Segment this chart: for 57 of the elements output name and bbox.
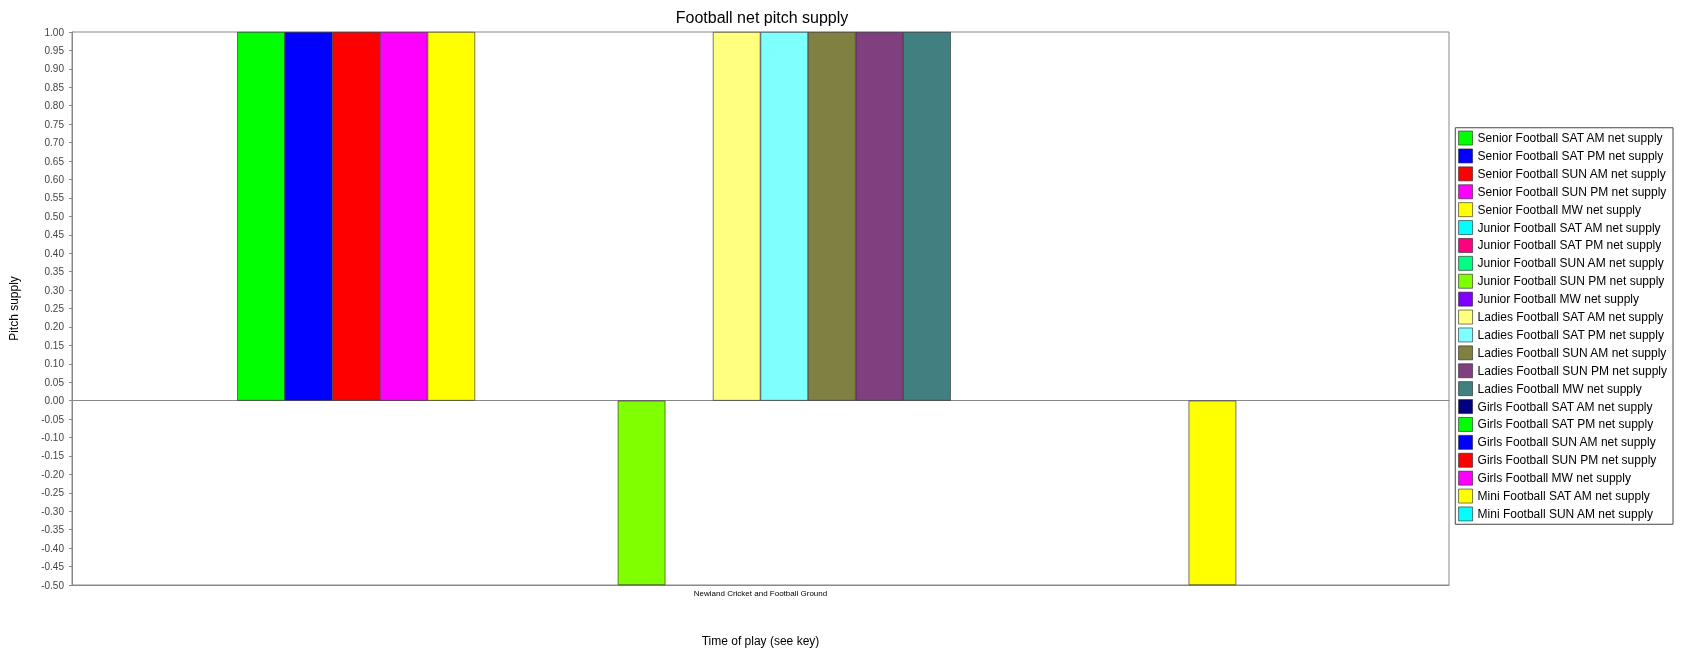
y-tick-label: -0.40 [41, 542, 65, 554]
y-tick-label: 0.85 [44, 81, 65, 93]
y-tick-label: 0.10 [44, 358, 65, 370]
legend-label: Girls Football MW net supply [1477, 471, 1631, 486]
legend-label: Ladies Football MW net supply [1477, 381, 1642, 396]
y-tick-label: -0.35 [41, 524, 65, 536]
y-tick-label: 0.30 [44, 284, 65, 296]
y-tick-label: 0.15 [44, 339, 65, 351]
y-tick-label: 0.75 [44, 118, 65, 130]
y-tick-label: 0.50 [44, 210, 65, 222]
y-tick-label: -0.20 [41, 468, 65, 480]
chart-title: Football net pitch supply [675, 8, 849, 26]
legend-label: Ladies Football SAT AM net supply [1477, 310, 1664, 325]
y-tick-label: 0.00 [44, 395, 65, 407]
y-tick-label: -0.45 [41, 561, 65, 573]
y-tick-label: 0.55 [44, 192, 65, 204]
y-tick-label: 0.60 [44, 173, 65, 185]
legend-label: Girls Football SAT AM net supply [1477, 399, 1653, 414]
y-tick-label: 0.05 [44, 376, 65, 388]
y-tick-label: 0.70 [44, 137, 65, 149]
legend-label: Senior Football SUN AM net supply [1477, 166, 1666, 181]
y-axis-title: Pitch supply [7, 276, 21, 341]
y-tick-label: 0.20 [44, 321, 65, 333]
legend-label: Junior Football SAT AM net supply [1477, 220, 1661, 235]
legend-label: Ladies Football SAT PM net supply [1477, 327, 1664, 342]
legend-label: Senior Football SAT AM net supply [1477, 131, 1663, 146]
y-tick-label: 0.80 [44, 100, 65, 112]
legend-label: Junior Football SAT PM net supply [1477, 238, 1662, 253]
y-tick-label: 0.90 [44, 63, 65, 75]
x-tick-label: Newland Cricket and Football Ground [693, 588, 828, 598]
y-tick-label: 0.25 [44, 303, 65, 314]
y-tick-label: 0.35 [44, 266, 65, 278]
legend-label: Senior Football MW net supply [1477, 202, 1641, 217]
legend-label: Girls Football SAT PM net supply [1477, 417, 1654, 432]
legend-label: Ladies Football SUN AM net supply [1477, 345, 1667, 360]
y-tick-label: -0.15 [41, 450, 65, 462]
y-tick-label: 0.65 [44, 155, 65, 167]
y-tick-label: -0.30 [41, 505, 65, 517]
legend-label: Ladies Football SUN PM net supply [1477, 363, 1668, 378]
y-tick-label: -0.25 [41, 487, 65, 499]
y-tick-label: -0.50 [41, 579, 65, 591]
legend-label: Girls Football SUN AM net supply [1477, 435, 1656, 450]
y-tick-label: 0.45 [44, 229, 65, 241]
legend-label: Junior Football SUN PM net supply [1477, 274, 1665, 289]
legend-label: Junior Football SUN AM net supply [1477, 256, 1664, 271]
legend-label: Mini Football SUN AM net supply [1477, 506, 1653, 521]
legend-label: Junior Football MW net supply [1477, 292, 1639, 307]
legend-label: Senior Football SAT PM net supply [1477, 148, 1664, 163]
x-axis-title: Time of play (see key) [701, 634, 820, 648]
y-tick-label: 1.00 [44, 26, 65, 38]
y-tick-label: 0.95 [44, 44, 65, 56]
y-tick-label: -0.05 [41, 413, 65, 425]
y-tick-label: -0.10 [41, 432, 65, 444]
y-tick-label: 0.40 [44, 247, 65, 259]
legend-label: Girls Football SUN PM net supply [1477, 453, 1657, 468]
legend-label: Mini Football SAT AM net supply [1477, 489, 1650, 504]
legend-label: Senior Football SUN PM net supply [1477, 184, 1667, 199]
